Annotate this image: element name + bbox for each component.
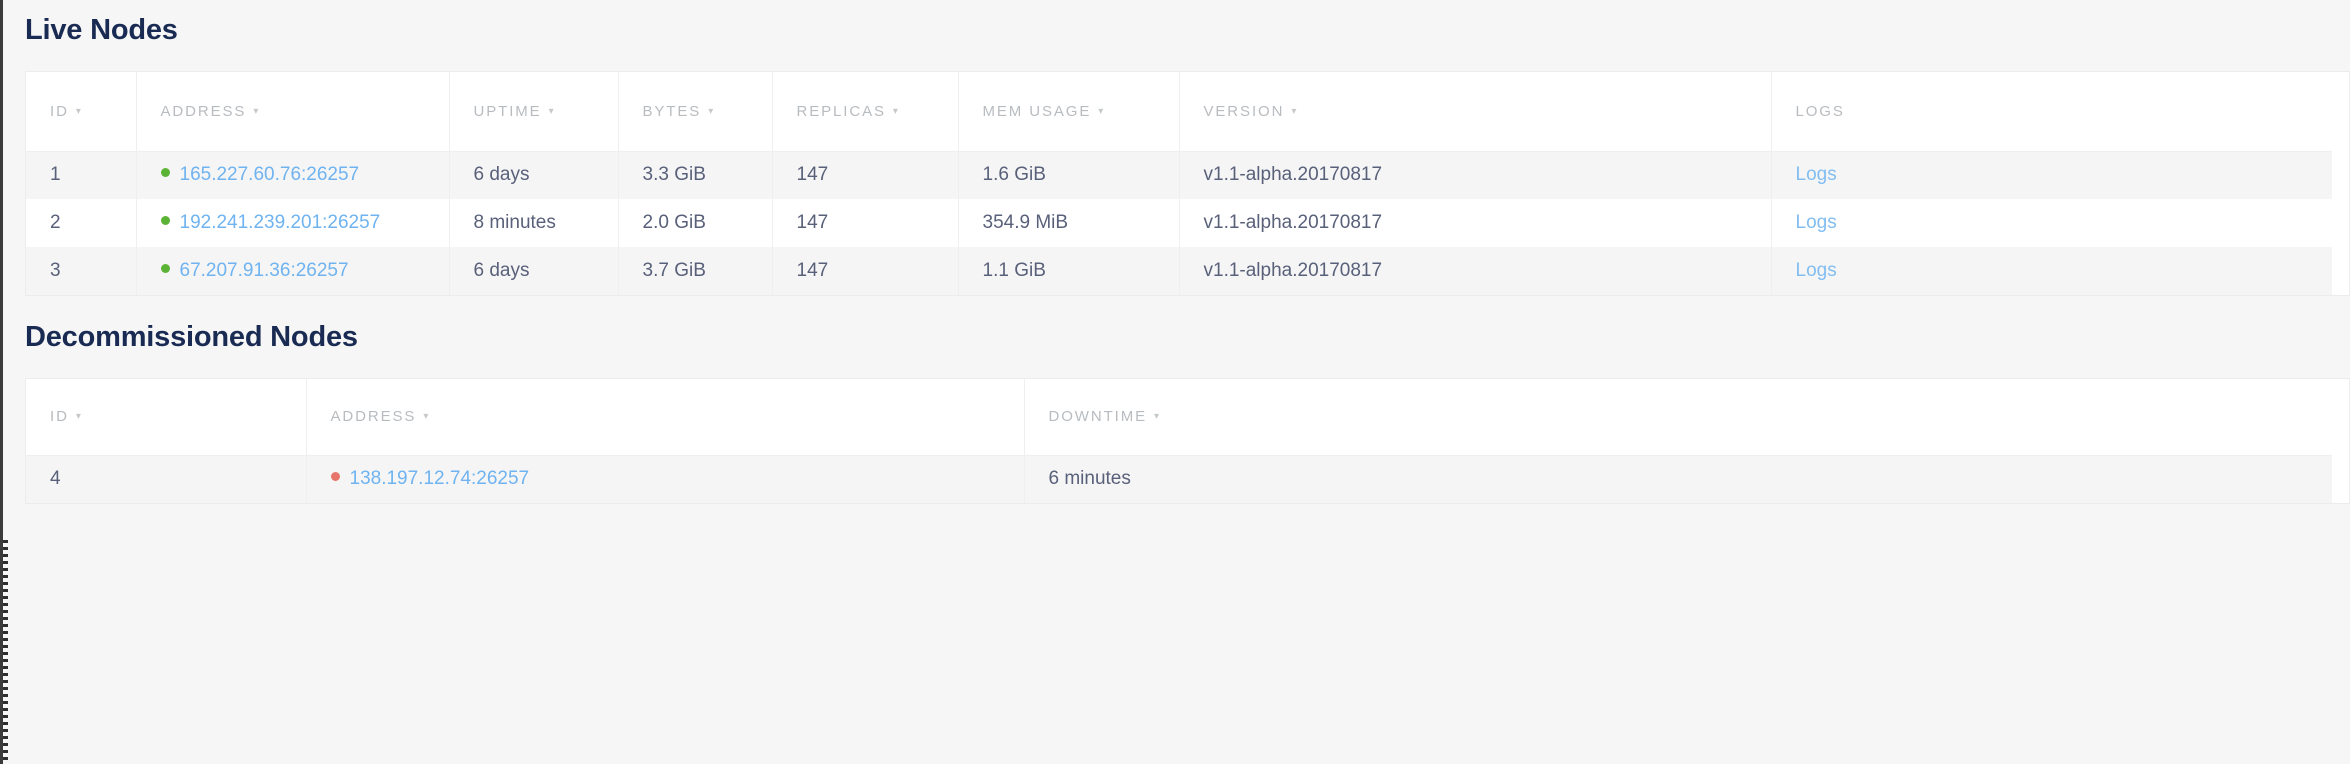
- cell-replicas: 147: [772, 199, 959, 247]
- column-header-downtime[interactable]: DOWNTIME ▾: [1024, 379, 2332, 456]
- column-header-label: VERSION: [1203, 102, 1285, 120]
- cell-address: 165.227.60.76:26257: [136, 151, 450, 199]
- column-header-version[interactable]: VERSION ▾: [1179, 72, 1772, 152]
- decommissioned-nodes-heading: Decommissioned Nodes: [25, 321, 358, 353]
- node-address-link[interactable]: 165.227.60.76:26257: [179, 164, 360, 186]
- node-address-link[interactable]: 192.241.239.201:26257: [179, 212, 381, 233]
- column-header-label: DOWNTIME: [1048, 408, 1148, 426]
- cell-mem-usage: 1.1 GiB: [958, 247, 1180, 295]
- cell-replicas: 147: [772, 247, 959, 295]
- column-header-id[interactable]: ID ▾: [26, 379, 307, 456]
- table-row: 2 192.241.239.201:26257 8 minutes 2.0 Gi…: [26, 199, 2332, 247]
- page-content: Live Nodes ID ▾ ADDRESS ▾ UPTIME ▾ BYTES ▾ R…: [6, 0, 2350, 504]
- cell-address: 138.197.12.74:26257: [306, 455, 1025, 503]
- sort-caret-icon[interactable]: ▾: [1098, 105, 1104, 117]
- cell-uptime: 8 minutes: [449, 199, 619, 247]
- cell-uptime: 6 days: [449, 151, 619, 199]
- cell-bytes: 3.3 GiB: [618, 151, 773, 199]
- cell-address: 67.207.91.36:26257: [136, 247, 450, 295]
- sort-caret-icon[interactable]: ▾: [75, 411, 81, 423]
- status-dot-icon: [160, 264, 170, 273]
- live-nodes-table: ID ▾ ADDRESS ▾ UPTIME ▾ BYTES ▾ REPLICAS ▾ ME…: [26, 72, 2332, 295]
- sort-caret-icon[interactable]: ▾: [548, 105, 554, 117]
- status-dot-icon: [160, 168, 170, 178]
- table-row: 3 67.207.91.36:26257 6 days 3.7 GiB 147 …: [26, 247, 2332, 295]
- column-header-label: ID: [50, 408, 69, 426]
- sort-caret-icon[interactable]: ▾: [1291, 105, 1297, 117]
- sort-caret-icon[interactable]: ▾: [1154, 411, 1160, 423]
- sort-caret-icon[interactable]: ▾: [253, 105, 259, 117]
- table-row: 4 138.197.12.74:26257 6 minutes: [26, 455, 2332, 503]
- cell-version: v1.1-alpha.20170817: [1179, 199, 1772, 247]
- cell-downtime: 6 minutes: [1024, 455, 2332, 503]
- column-header-address[interactable]: ADDRESS ▾: [136, 72, 450, 152]
- column-header-label: REPLICAS: [796, 102, 886, 120]
- decommissioned-table-header-row: ID ▾ ADDRESS ▾ DOWNTIME ▾: [26, 379, 2332, 456]
- table-row: 1 165.227.60.76:26257 6 days 3.3 GiB 147…: [26, 151, 2332, 199]
- column-header-label: UPTIME: [473, 102, 542, 120]
- cell-id: 2: [26, 199, 137, 247]
- cell-id: 3: [26, 247, 137, 295]
- page-left-edge: [0, 0, 8, 764]
- column-header-label: ID: [50, 102, 69, 120]
- sort-caret-icon[interactable]: ▾: [708, 105, 714, 117]
- column-header-label: MEM USAGE: [982, 102, 1092, 120]
- sort-caret-icon[interactable]: ▾: [75, 105, 81, 117]
- column-header-label: LOGS: [1795, 102, 1845, 120]
- status-dot-icon: [330, 472, 340, 482]
- column-header-label: ADDRESS: [160, 102, 247, 120]
- column-header-label: ADDRESS: [330, 408, 417, 426]
- sort-caret-icon[interactable]: ▾: [892, 105, 898, 117]
- column-header-label: BYTES: [642, 102, 702, 120]
- cell-logs: Logs: [1771, 199, 2332, 247]
- decommissioned-nodes-table-container: ID ▾ ADDRESS ▾ DOWNTIME ▾ 4 138.197.12.74:2…: [25, 378, 2350, 504]
- column-header-replicas[interactable]: REPLICAS ▾: [772, 72, 959, 152]
- cell-bytes: 2.0 GiB: [618, 199, 773, 247]
- scrollbar-texture: [3, 540, 8, 764]
- cell-logs: Logs: [1771, 247, 2332, 295]
- cell-replicas: 147: [772, 151, 959, 199]
- cell-version: v1.1-alpha.20170817: [1179, 151, 1772, 199]
- node-address-link[interactable]: 67.207.91.36:26257: [179, 260, 349, 281]
- cell-mem-usage: 1.6 GiB: [958, 151, 1180, 199]
- decommissioned-nodes-table: ID ▾ ADDRESS ▾ DOWNTIME ▾ 4 138.197.12.74:2…: [26, 379, 2332, 503]
- column-header-address[interactable]: ADDRESS ▾: [306, 379, 1025, 456]
- cell-address: 192.241.239.201:26257: [136, 199, 450, 247]
- live-table-header-row: ID ▾ ADDRESS ▾ UPTIME ▾ BYTES ▾ REPLICAS ▾ ME…: [26, 72, 2332, 152]
- column-header-bytes[interactable]: BYTES ▾: [618, 72, 773, 152]
- cell-id: 1: [26, 151, 137, 199]
- cell-bytes: 3.7 GiB: [618, 247, 773, 295]
- column-header-mem-usage[interactable]: MEM USAGE ▾: [958, 72, 1180, 152]
- live-nodes-table-container: ID ▾ ADDRESS ▾ UPTIME ▾ BYTES ▾ REPLICAS ▾ ME…: [25, 71, 2350, 296]
- column-header-uptime[interactable]: UPTIME ▾: [449, 72, 619, 152]
- cell-uptime: 6 days: [449, 247, 619, 295]
- logs-link[interactable]: Logs: [1795, 164, 1837, 186]
- logs-link[interactable]: Logs: [1795, 212, 1837, 233]
- live-nodes-heading: Live Nodes: [25, 14, 178, 46]
- sort-caret-icon[interactable]: ▾: [423, 411, 429, 423]
- cell-version: v1.1-alpha.20170817: [1179, 247, 1772, 295]
- node-address-link[interactable]: 138.197.12.74:26257: [349, 468, 530, 490]
- column-header-id[interactable]: ID ▾: [26, 72, 137, 152]
- cell-logs: Logs: [1771, 151, 2332, 199]
- column-header-logs: LOGS: [1771, 72, 2332, 152]
- status-dot-icon: [160, 216, 170, 225]
- cell-id: 4: [26, 455, 307, 503]
- cell-mem-usage: 354.9 MiB: [958, 199, 1180, 247]
- logs-link[interactable]: Logs: [1795, 260, 1837, 281]
